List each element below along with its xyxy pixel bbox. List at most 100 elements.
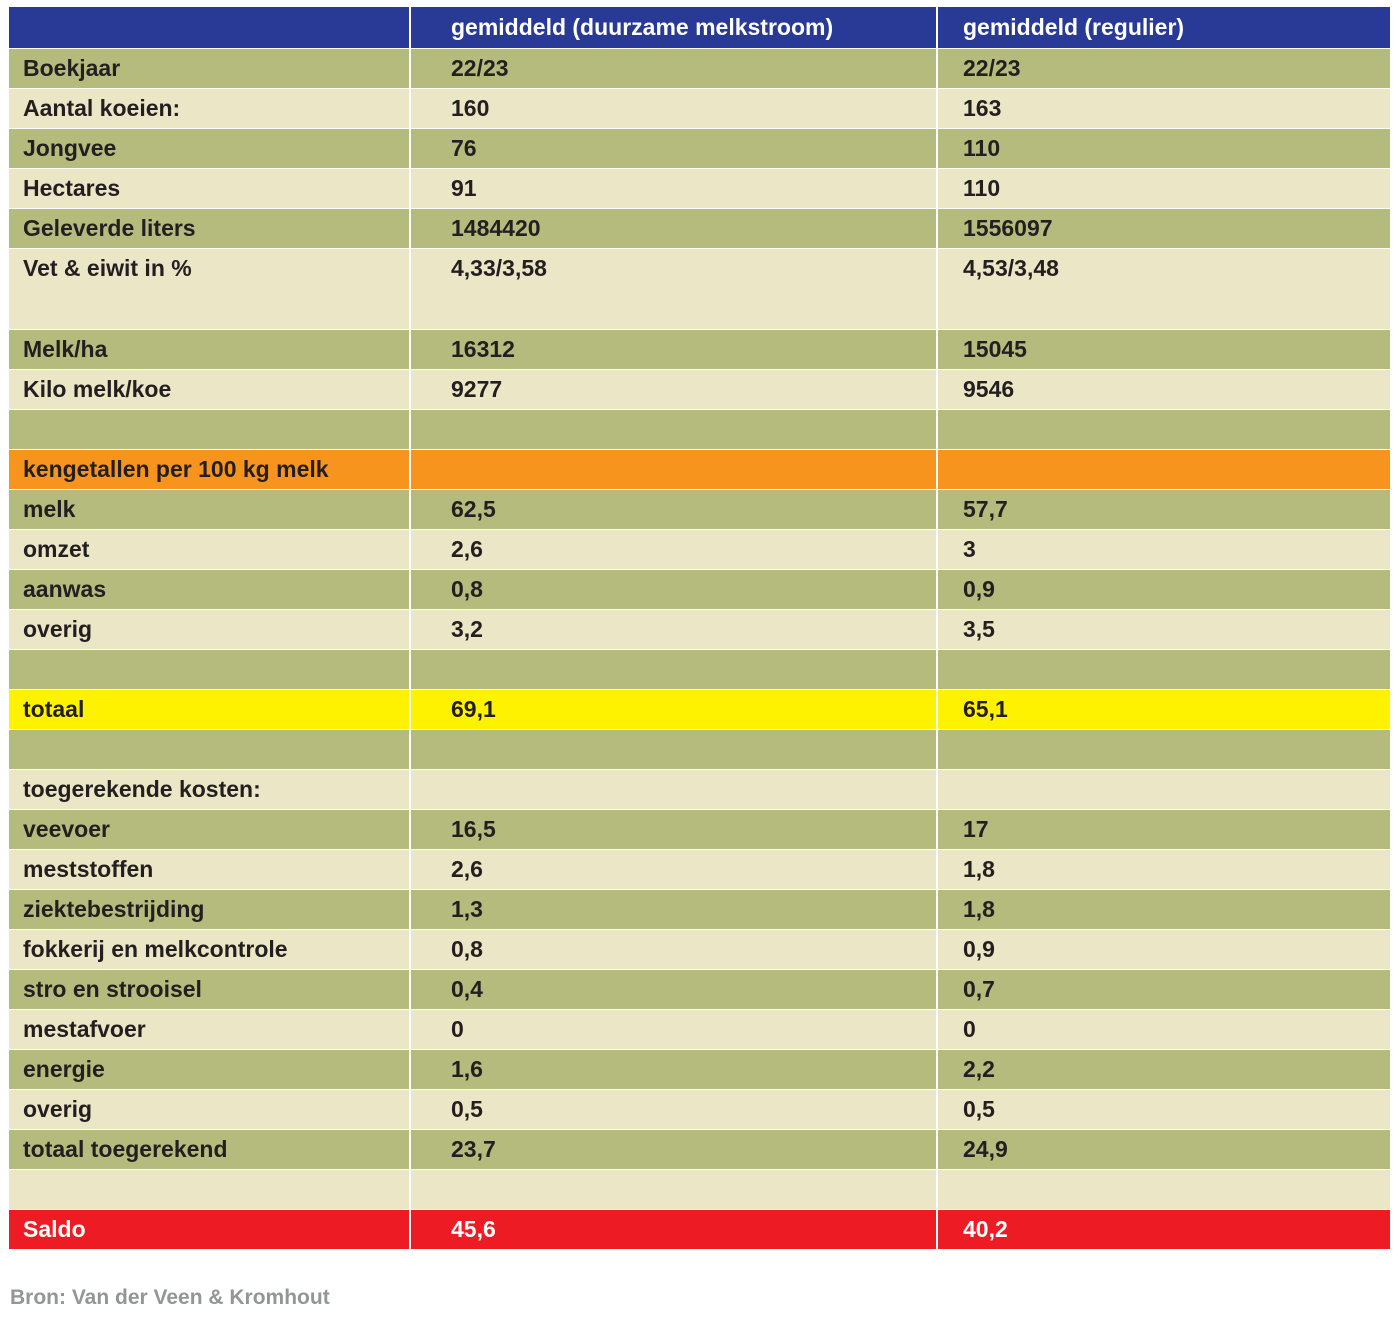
row-value-duurzaam: 69,1 [409,689,937,729]
row-mestafvoer: mestafvoer 0 0 [9,1009,1390,1049]
row-value-duurzaam [409,409,937,449]
row-value-regulier: 0,5 [936,1089,1390,1129]
row-value-regulier: 0,9 [936,929,1390,969]
row-value-regulier: 0,9 [936,569,1390,609]
row-value-regulier: 1556097 [936,208,1390,248]
row-label [9,409,410,449]
row-hectares: Hectares 91 110 [9,168,1390,208]
row-label: Hectares [9,168,410,208]
row-label: aanwas [9,569,410,609]
source-caption: Bron: Van der Veen & Kromhout [10,1286,330,1309]
header-cell-duurzaam: gemiddeld (duurzame melkstroom) [409,7,937,48]
row-value-duurzaam: 4,33/3,58 [409,248,937,329]
row-value-regulier: 4,53/3,48 [936,248,1390,329]
row-label: fokkerij en melkcontrole [9,929,410,969]
row-saldo: Saldo 45,6 40,2 [9,1209,1390,1249]
row-value-duurzaam: 1484420 [409,208,937,248]
row-label: mestafvoer [9,1009,410,1049]
row-value-duurzaam: 2,6 [409,529,937,569]
row-value-duurzaam: 91 [409,168,937,208]
row-value-regulier: 65,1 [936,689,1390,729]
row-energie: energie 1,6 2,2 [9,1049,1390,1089]
row-value-regulier: 2,2 [936,1049,1390,1089]
row-label: totaal [9,689,410,729]
row-value-duurzaam: 0,5 [409,1089,937,1129]
row-spacer [9,409,1390,449]
row-meststoffen: meststoffen 2,6 1,8 [9,849,1390,889]
row-section-kengetallen: kengetallen per 100 kg melk [9,449,1390,489]
row-label: veevoer [9,809,410,849]
row-value-duurzaam: 45,6 [409,1209,937,1249]
row-value-duurzaam: 22/23 [409,48,937,88]
row-aanwas: aanwas 0,8 0,9 [9,569,1390,609]
comparison-table: gemiddeld (duurzame melkstroom) gemiddel… [9,7,1390,1250]
row-label [9,649,410,689]
row-value-duurzaam: 23,7 [409,1129,937,1169]
row-value-regulier [936,449,1390,489]
row-value-regulier: 3,5 [936,609,1390,649]
row-value-regulier [936,729,1390,769]
row-value-regulier [936,649,1390,689]
row-boekjaar: Boekjaar 22/23 22/23 [9,48,1390,88]
table-header: gemiddeld (duurzame melkstroom) gemiddel… [9,7,1390,48]
row-label [9,729,410,769]
row-label: energie [9,1049,410,1089]
row-value-regulier: 22/23 [936,48,1390,88]
row-label: Saldo [9,1209,410,1249]
row-value-regulier: 110 [936,128,1390,168]
row-value-duurzaam [409,1169,937,1209]
row-value-duurzaam: 9277 [409,369,937,409]
row-value-duurzaam: 16312 [409,329,937,369]
row-value-regulier [936,769,1390,809]
row-value-duurzaam: 1,3 [409,889,937,929]
row-label: totaal toegerekend [9,1129,410,1169]
row-totaal-toegerekend: totaal toegerekend 23,7 24,9 [9,1129,1390,1169]
row-value-duurzaam: 16,5 [409,809,937,849]
header-cell-regulier: gemiddeld (regulier) [936,7,1390,48]
row-value-duurzaam: 0,4 [409,969,937,1009]
row-melk-ha: Melk/ha 16312 15045 [9,329,1390,369]
row-value-regulier: 1,8 [936,889,1390,929]
row-vet-eiwit: Vet & eiwit in % 4,33/3,58 4,53/3,48 [9,248,1390,329]
row-value-regulier: 163 [936,88,1390,128]
row-value-regulier: 110 [936,168,1390,208]
row-value-duurzaam: 1,6 [409,1049,937,1089]
header-cell-label [9,7,410,48]
row-melk: melk 62,5 57,7 [9,489,1390,529]
row-value-duurzaam: 0,8 [409,929,937,969]
row-label: Melk/ha [9,329,410,369]
row-value-regulier: 24,9 [936,1129,1390,1169]
row-ziektebestrijding: ziektebestrijding 1,3 1,8 [9,889,1390,929]
row-label: Boekjaar [9,48,410,88]
section-title: toegerekende kosten: [9,769,410,809]
row-value-duurzaam: 3,2 [409,609,937,649]
row-omzet: omzet 2,6 3 [9,529,1390,569]
row-label: Kilo melk/koe [9,369,410,409]
row-value-duurzaam: 62,5 [409,489,937,529]
row-value-regulier: 57,7 [936,489,1390,529]
row-value-regulier: 3 [936,529,1390,569]
row-value-regulier: 9546 [936,369,1390,409]
row-section-toegerekende-kosten: toegerekende kosten: [9,769,1390,809]
row-value-duurzaam: 0,8 [409,569,937,609]
row-spacer [9,1169,1390,1209]
row-label [9,1169,410,1209]
row-stro-strooisel: stro en strooisel 0,4 0,7 [9,969,1390,1009]
row-spacer [9,649,1390,689]
row-value-regulier [936,409,1390,449]
row-value-duurzaam: 160 [409,88,937,128]
row-value-duurzaam: 2,6 [409,849,937,889]
row-value-regulier: 15045 [936,329,1390,369]
row-veevoer: veevoer 16,5 17 [9,809,1390,849]
row-label: stro en strooisel [9,969,410,1009]
row-spacer [9,729,1390,769]
row-label: meststoffen [9,849,410,889]
row-label: Geleverde liters [9,208,410,248]
row-label: melk [9,489,410,529]
row-value-regulier: 17 [936,809,1390,849]
row-aantal-koeien: Aantal koeien: 160 163 [9,88,1390,128]
row-label: omzet [9,529,410,569]
row-value-duurzaam [409,649,937,689]
row-value-duurzaam: 0 [409,1009,937,1049]
row-value-regulier: 40,2 [936,1209,1390,1249]
